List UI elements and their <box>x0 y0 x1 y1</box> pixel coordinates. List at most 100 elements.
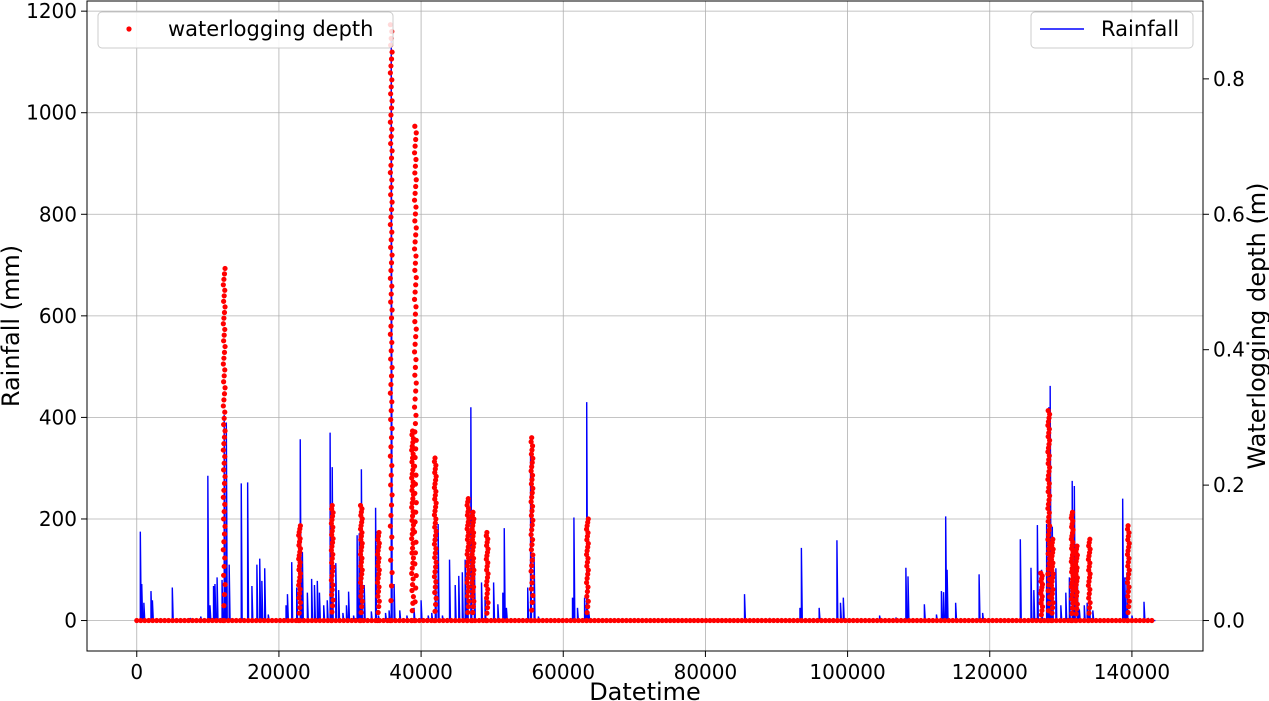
depth-point <box>413 437 419 443</box>
depth-point <box>330 582 336 588</box>
depth-point <box>296 617 302 624</box>
depth-point <box>221 421 227 428</box>
depth-point <box>433 500 439 506</box>
depth-point <box>894 617 900 624</box>
depth-point <box>374 617 381 624</box>
depth-point <box>529 527 535 533</box>
depth-point <box>1038 570 1044 576</box>
depth-point <box>1045 408 1051 414</box>
depth-point <box>388 291 394 297</box>
depth-point <box>233 617 239 624</box>
depth-point <box>469 593 476 599</box>
depth-point <box>699 617 705 624</box>
depth-point <box>528 512 535 519</box>
depth-point <box>221 271 228 277</box>
depth-point <box>1086 595 1092 601</box>
depth-point <box>328 547 334 553</box>
depth-point <box>1049 605 1056 611</box>
depth-point <box>1137 617 1143 624</box>
depth-point <box>595 617 602 624</box>
depth-point <box>220 321 226 327</box>
depth-point <box>432 564 439 570</box>
depth-point <box>400 617 407 624</box>
depth-point <box>528 481 535 487</box>
depth-point <box>966 617 972 624</box>
depth-point <box>221 293 227 299</box>
depth-point <box>389 229 395 235</box>
depth-point <box>431 541 438 547</box>
depth-point <box>1045 505 1051 512</box>
depth-point <box>411 349 418 355</box>
depth-point <box>471 567 477 573</box>
depth-point <box>529 464 535 470</box>
depth-point <box>583 580 590 586</box>
depth-point <box>166 617 172 624</box>
depth-point <box>388 348 394 354</box>
depth-point <box>221 338 227 344</box>
depth-point <box>1129 617 1135 624</box>
depth-point <box>465 559 471 565</box>
x-tick-label: 120000 <box>952 660 1028 684</box>
depth-point <box>412 561 418 567</box>
depth-point <box>411 296 418 302</box>
depth-point <box>470 559 476 565</box>
depth-point <box>376 598 382 604</box>
depth-point <box>585 598 591 604</box>
depth-point <box>329 568 336 574</box>
depth-point <box>409 475 415 481</box>
depth-point <box>639 617 645 624</box>
depth-point <box>162 617 168 624</box>
depth-point <box>285 617 291 624</box>
depth-point <box>273 617 279 624</box>
depth-point <box>413 274 419 281</box>
depth-point <box>1049 578 1055 585</box>
depth-point <box>412 311 419 317</box>
depth-point <box>470 509 476 515</box>
depth-point <box>388 133 394 140</box>
waterlogging-depth-series <box>134 22 1155 624</box>
depth-point <box>432 584 438 590</box>
depth-point <box>1085 582 1092 589</box>
depth-point <box>464 579 470 586</box>
y-axis-right-label: Waterlogging depth (m) <box>1243 182 1269 469</box>
depth-point <box>655 617 661 624</box>
depth-point <box>1045 551 1051 557</box>
depth-point <box>329 560 335 566</box>
depth-point <box>330 597 336 603</box>
depth-point <box>516 617 522 624</box>
depth-point <box>413 412 419 418</box>
depth-point <box>1038 612 1044 618</box>
depth-point <box>469 580 475 586</box>
depth-point <box>387 70 393 76</box>
depth-point <box>1005 617 1012 624</box>
depth-point <box>1133 617 1139 624</box>
depth-point <box>751 617 757 624</box>
depth-point <box>528 532 534 538</box>
depth-point <box>387 453 393 459</box>
depth-point <box>802 617 809 624</box>
depth-point <box>530 592 536 599</box>
depth-point <box>950 617 956 624</box>
depth-point <box>1077 617 1083 624</box>
depth-point <box>416 617 422 624</box>
depth-point <box>898 617 904 624</box>
depth-point <box>353 617 359 624</box>
depth-point <box>1087 536 1093 542</box>
depth-point <box>222 453 228 460</box>
depth-point <box>222 409 228 415</box>
depth-point <box>433 559 439 565</box>
depth-point <box>173 617 180 624</box>
depth-point <box>413 446 419 452</box>
depth-point <box>431 617 438 624</box>
depth-point <box>333 617 339 624</box>
depth-point <box>529 503 536 509</box>
depth-point <box>413 232 419 238</box>
depth-point <box>783 617 789 624</box>
depth-point <box>413 156 419 163</box>
depth-point <box>1126 584 1132 590</box>
depth-point <box>444 617 450 624</box>
depth-point <box>1101 617 1107 624</box>
depth-point <box>1126 571 1132 577</box>
depth-point <box>862 617 868 624</box>
depth-point <box>330 551 336 558</box>
